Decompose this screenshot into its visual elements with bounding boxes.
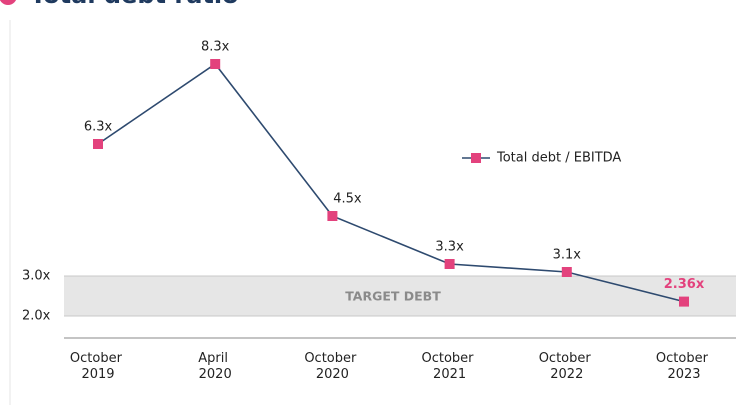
legend-label: Total debt / EBITDA xyxy=(496,151,621,166)
x-tick-line: October xyxy=(656,351,712,366)
x-tick-line: April xyxy=(198,351,232,366)
chart-title: Total debt ratio xyxy=(30,0,239,9)
y-tick-label: 3.0x xyxy=(22,269,51,284)
marker xyxy=(93,139,103,149)
marker xyxy=(561,267,572,277)
x-tick-line: October xyxy=(422,351,478,366)
x-tick-label: October 2022 xyxy=(539,351,595,382)
y-tick-label: 2.0x xyxy=(22,309,51,324)
marker xyxy=(679,296,689,307)
x-tick-line: 2020 xyxy=(316,367,349,382)
x-tick-line: October xyxy=(70,351,126,366)
marker xyxy=(210,59,221,69)
value-label: 6.3x xyxy=(84,120,113,135)
x-tick-line: 2023 xyxy=(667,367,700,382)
x-tick-line: October xyxy=(539,351,595,366)
marker xyxy=(444,259,455,269)
x-tick-line: 2020 xyxy=(199,367,232,382)
x-tick-line: 2019 xyxy=(81,367,114,382)
legend-marker xyxy=(471,153,481,163)
series-line xyxy=(97,62,685,303)
marker xyxy=(327,211,338,221)
x-tick-line: 2022 xyxy=(550,367,583,382)
value-label: 2.36x xyxy=(664,277,705,292)
target-band xyxy=(64,276,736,316)
x-tick-line: October xyxy=(304,351,360,366)
x-tick-line: 2021 xyxy=(433,367,466,382)
target-label: TARGET DEBT xyxy=(345,289,441,304)
value-label: 3.1x xyxy=(553,248,582,263)
value-label: 8.3x xyxy=(201,40,230,55)
x-tick-label: October 2023 xyxy=(656,351,712,382)
value-label: 3.3x xyxy=(435,240,464,255)
x-tick-label: October 2020 xyxy=(304,351,360,382)
x-tick-label: October 2021 xyxy=(422,351,478,382)
value-label: 4.5x xyxy=(333,192,362,207)
title-dot xyxy=(0,0,17,5)
x-tick-label: April 2020 xyxy=(198,351,232,382)
x-tick-label: October 2019 xyxy=(70,351,126,382)
